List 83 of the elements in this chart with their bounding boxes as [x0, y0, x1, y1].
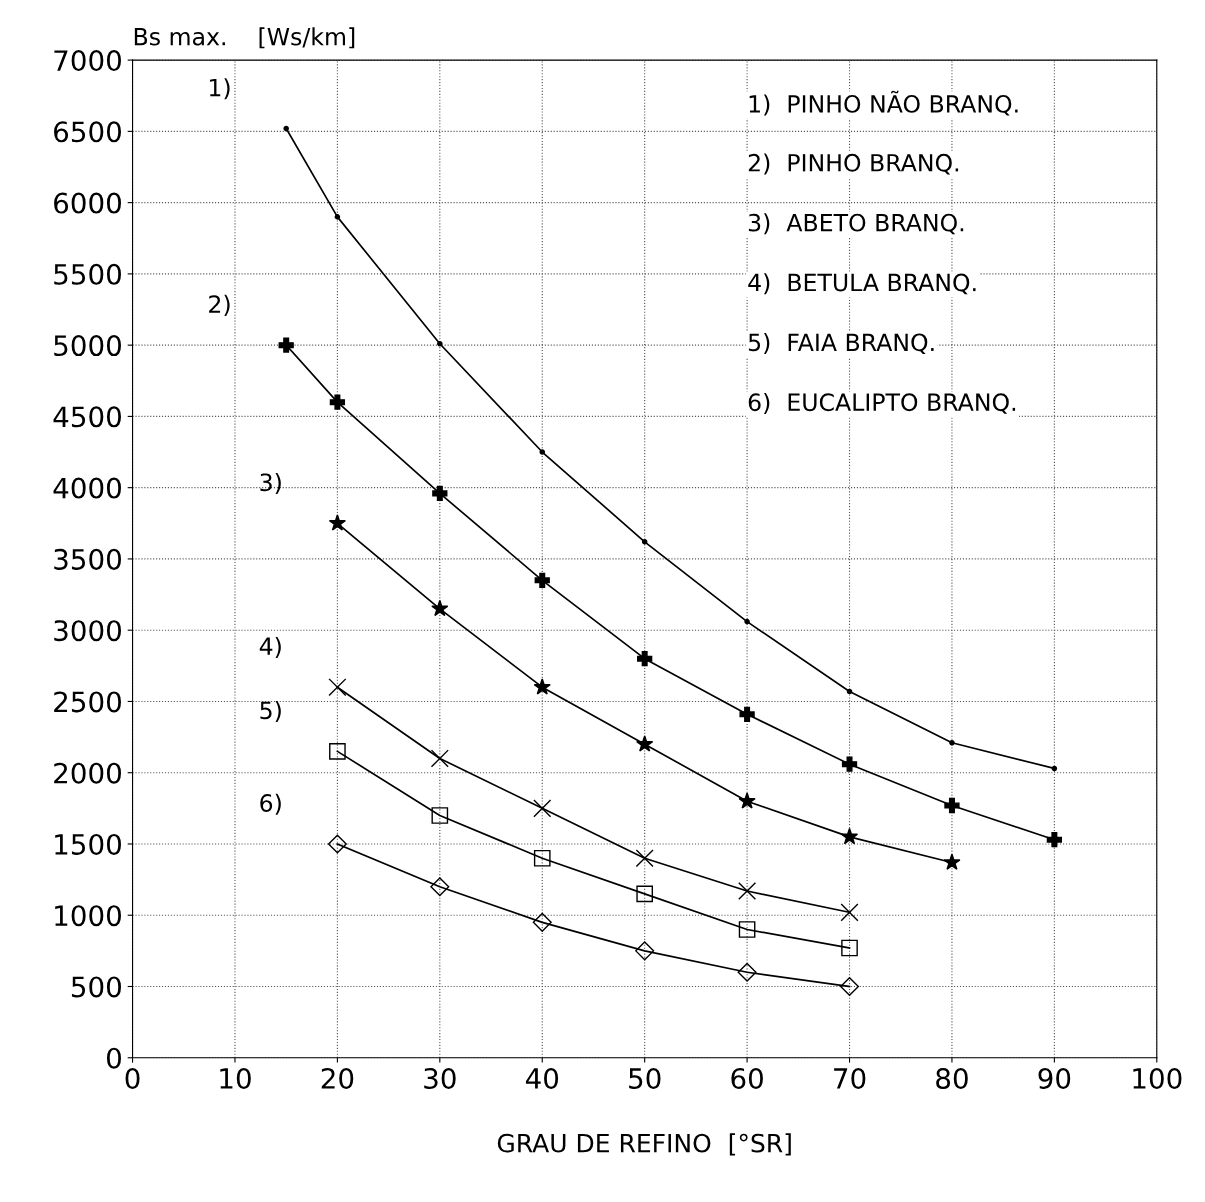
- x-tick-label: 10: [220, 1067, 251, 1089]
- annotation: 6): [260, 793, 281, 815]
- y-tick-label: 6000: [54, 192, 121, 214]
- annotation: 4): [259, 636, 281, 658]
- y-tick-label: 2000: [54, 762, 121, 784]
- x-tick-label: 100: [1133, 1067, 1182, 1089]
- annotation: 1) PINHO NÃO BRANQ.: [749, 90, 1018, 116]
- point: [1051, 765, 1058, 772]
- point: [533, 678, 551, 695]
- point: [636, 735, 654, 752]
- point: [533, 799, 552, 818]
- point: [431, 599, 449, 617]
- x-tick-label: 30: [424, 1067, 456, 1089]
- point: [840, 903, 859, 922]
- x-tick-label: 90: [1038, 1067, 1071, 1089]
- y-tick-label: 5000: [54, 335, 121, 357]
- y-tick-label: 1500: [55, 833, 121, 855]
- y-tick-label: 6500: [54, 121, 121, 143]
- x-tick-label: 80: [936, 1067, 968, 1089]
- y-axis-title: Bs max. [Ws/km]: [134, 27, 355, 49]
- point: [534, 572, 550, 588]
- point: [283, 125, 289, 132]
- y-tick-label: 3000: [54, 620, 121, 642]
- point: [738, 921, 756, 938]
- x-axis-title: GRAU DE REFINO [°SR]: [497, 1133, 791, 1156]
- y-tick-label: 1000: [55, 905, 121, 927]
- point: [1046, 832, 1063, 848]
- point: [532, 912, 552, 932]
- point: [636, 885, 654, 903]
- point: [944, 797, 960, 814]
- annotation: 5): [260, 701, 281, 723]
- x-tick-label: 50: [629, 1067, 661, 1089]
- point: [943, 853, 961, 870]
- annotation: 5) FAIA BRANQ.: [748, 333, 934, 355]
- point: [430, 877, 450, 897]
- y-tick-label: 2500: [54, 691, 121, 713]
- annotation: 3) ABETO BRANQ.: [748, 213, 964, 235]
- point: [846, 688, 853, 695]
- point: [328, 678, 347, 697]
- point: [739, 706, 755, 722]
- annotation: 4) BETULA BRANQ.: [748, 273, 976, 295]
- y-tick-label: 500: [71, 976, 121, 998]
- y-tick-label: 0: [106, 1047, 121, 1069]
- y-tick-label: 5500: [54, 263, 121, 285]
- point: [635, 941, 655, 961]
- point: [437, 340, 443, 347]
- point: [737, 962, 757, 982]
- y-tick-label: 7000: [54, 50, 121, 72]
- point: [329, 743, 346, 760]
- annotation: 6) EUCALIPTO BRANQ.: [748, 392, 1016, 414]
- point: [738, 881, 757, 901]
- point: [744, 618, 750, 625]
- point: [949, 740, 955, 746]
- point: [635, 849, 654, 868]
- annotation: 1): [210, 78, 230, 100]
- point: [637, 651, 653, 667]
- point: [841, 939, 858, 957]
- point: [641, 539, 648, 545]
- point: [432, 485, 448, 502]
- annotation: 2) PINHO BRANQ.: [748, 153, 959, 175]
- point: [431, 807, 449, 824]
- point: [533, 849, 551, 867]
- y-tick-label: 3500: [54, 548, 121, 570]
- point: [334, 214, 341, 220]
- annotation: 3): [260, 473, 281, 495]
- point: [841, 756, 858, 772]
- point: [278, 337, 294, 353]
- point: [840, 827, 859, 845]
- y-tick-label: 4500: [53, 406, 121, 428]
- point: [738, 792, 756, 809]
- point: [329, 394, 346, 410]
- x-tick-label: 40: [525, 1067, 559, 1089]
- y-tick-label: 4000: [53, 477, 121, 499]
- annotation: 2): [209, 294, 230, 316]
- x-tick-label: 0: [125, 1067, 140, 1089]
- point: [539, 449, 546, 455]
- x-tick-label: 70: [834, 1067, 866, 1089]
- x-tick-label: 20: [321, 1067, 354, 1089]
- x-tick-label: 60: [731, 1067, 763, 1089]
- point: [430, 749, 449, 768]
- point: [328, 514, 347, 531]
- point: [327, 834, 347, 854]
- point: [839, 976, 860, 997]
